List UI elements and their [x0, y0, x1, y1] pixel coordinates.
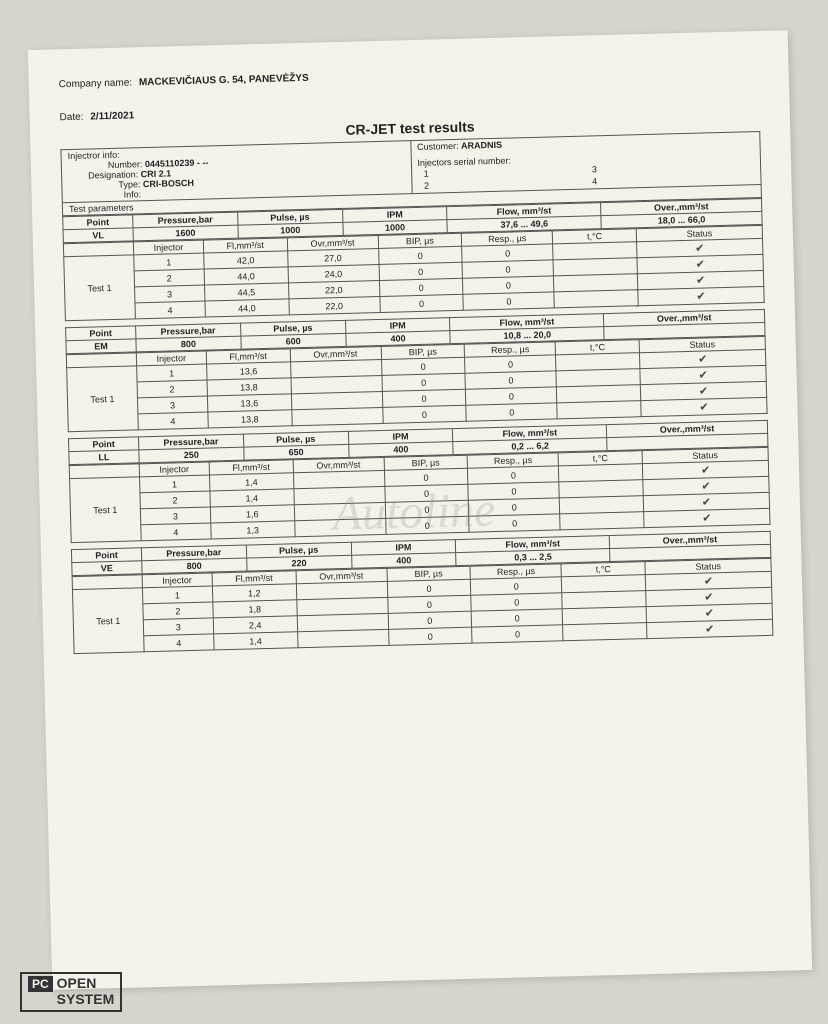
cell-injector: 2	[134, 269, 204, 287]
cell-bip: 0	[379, 294, 463, 312]
val-point: VL	[63, 228, 133, 243]
company-value: MACKEVIČIAUS G. 54, PANEVĖŽYS	[139, 73, 309, 88]
type-value: CRI-BOSCH	[143, 178, 194, 189]
cell-status: ✔	[644, 508, 770, 527]
cell-injector: 1	[142, 586, 212, 604]
cell-bip: 0	[382, 405, 466, 423]
test-label: Test 1	[72, 588, 144, 654]
cell-injector: 4	[141, 523, 211, 541]
test-block: Point Pressure,bar Pulse, µs IPM Flow, m…	[71, 531, 774, 654]
cell-t	[557, 401, 641, 419]
customer-label: Customer:	[417, 141, 459, 152]
test-label: Test 1	[70, 477, 142, 543]
cell-injector: 3	[137, 396, 207, 414]
cell-t	[563, 623, 647, 641]
cell-injector: 4	[135, 301, 205, 319]
date-value: 2/11/2021	[90, 110, 134, 122]
test-label: Test 1	[67, 366, 139, 432]
cell-fl: 1,4	[213, 632, 297, 650]
cell-resp: 0	[463, 292, 554, 310]
test-block: Point Pressure,bar Pulse, µs IPM Flow, m…	[62, 198, 765, 321]
test-block: Point Pressure,bar Pulse, µs IPM Flow, m…	[65, 309, 768, 432]
tests-container: Point Pressure,bar Pulse, µs IPM Flow, m…	[62, 198, 773, 654]
cell-bip: 0	[385, 516, 469, 534]
logo-text2: SYSTEM	[57, 991, 115, 1007]
cell-bip: 0	[388, 627, 472, 645]
customer-value: ARADNIS	[461, 140, 502, 151]
val-point: VE	[72, 561, 142, 576]
cell-status: ✔	[641, 397, 767, 416]
cell-injector: 3	[143, 618, 213, 636]
cell-ovr: 22,0	[289, 296, 380, 314]
company-label: Company name:	[59, 77, 133, 90]
cell-ovr	[297, 629, 388, 647]
cell-injector: 4	[138, 412, 208, 430]
cell-status: ✔	[647, 619, 773, 638]
cell-injector: 4	[144, 634, 214, 652]
cell-t	[560, 512, 644, 530]
report-paper: Company name: MACKEVIČIAUS G. 54, PANEVĖ…	[28, 30, 812, 990]
cell-fl: 1,3	[211, 521, 295, 539]
cell-fl: 44,0	[205, 299, 289, 317]
cell-injector: 1	[139, 475, 209, 493]
cell-t	[554, 290, 638, 308]
cell-injector: 2	[140, 491, 210, 509]
logo: PCOPEN PCSYSTEM	[20, 972, 122, 1012]
cell-injector: 1	[137, 364, 207, 382]
date-label: Date:	[59, 112, 83, 124]
cell-ovr	[294, 518, 385, 536]
cell-ovr	[291, 407, 382, 425]
test-block: Point Pressure,bar Pulse, µs IPM Flow, m…	[68, 420, 771, 543]
cell-resp: 0	[469, 514, 560, 532]
cell-resp: 0	[466, 403, 557, 421]
cell-injector: 2	[143, 602, 213, 620]
logo-pc: PC	[28, 976, 53, 992]
logo-text1: OPEN	[57, 975, 97, 991]
cell-injector: 3	[134, 285, 204, 303]
val-point: LL	[69, 450, 139, 465]
cell-fl: 13,8	[208, 410, 292, 428]
test-label: Test 1	[64, 255, 136, 321]
cell-status: ✔	[638, 286, 764, 305]
cell-resp: 0	[472, 625, 563, 643]
cell-injector: 3	[140, 507, 210, 525]
val-point: EM	[66, 339, 136, 354]
cell-injector: 2	[137, 380, 207, 398]
info-label: Info:	[124, 189, 142, 199]
type-label: Type:	[118, 179, 140, 190]
cell-injector: 1	[134, 253, 204, 271]
number-value: 0445110239 - --	[145, 157, 209, 169]
